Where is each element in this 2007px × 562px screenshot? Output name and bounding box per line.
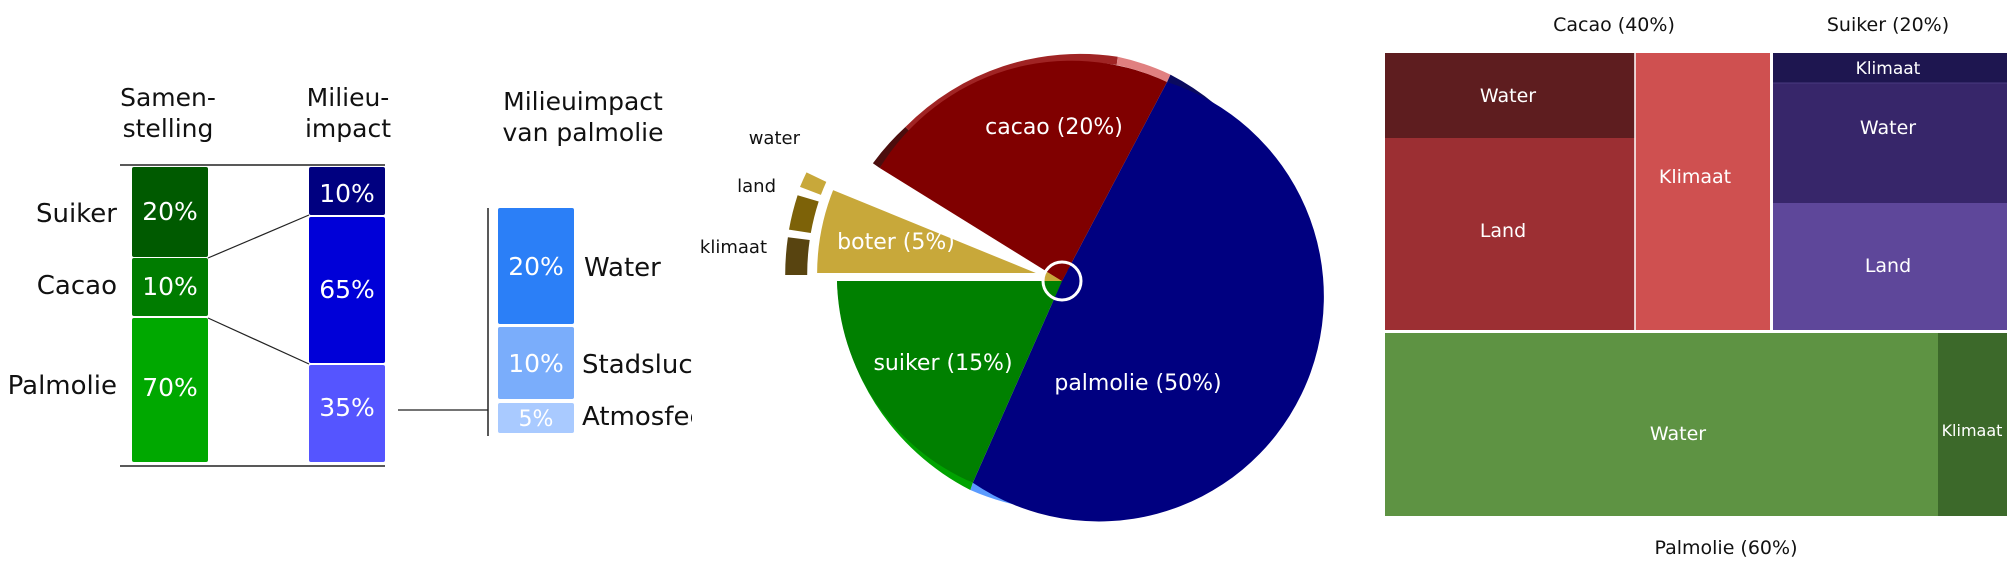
slice-label-suiker: suiker (15%) <box>873 351 1012 376</box>
palm-bar-water <box>498 208 574 324</box>
ring-boter-klimaat <box>785 237 810 275</box>
palm-label-water: Water <box>584 253 661 283</box>
row-label-palmolie: Palmolie <box>8 371 117 401</box>
ring-label-klimaat: klimaat <box>700 237 767 258</box>
treemap-suiker-land <box>1773 203 2007 330</box>
palm-value-water: 20% <box>508 252 564 281</box>
ring-boter-land <box>789 195 819 233</box>
header-impact-line1: Milieu- <box>307 83 390 112</box>
impact-bar-top <box>309 167 385 215</box>
ring-label-water: water <box>749 128 801 149</box>
slice-label-palmolie: palmolie (50%) <box>1054 371 1221 396</box>
treemap-palm-klimaat <box>1938 333 2007 516</box>
treemap-cacao-land-label: Land <box>1480 220 1526 242</box>
impact-value-bottom: 35% <box>319 393 375 422</box>
slice-suiker <box>837 281 1062 483</box>
row-label-suiker: Suiker <box>36 199 117 229</box>
treemap-title-suiker: Suiker (20%) <box>1827 14 1949 36</box>
ring-boter-water <box>800 172 827 195</box>
impact-value-middle: 65% <box>319 275 375 304</box>
header-composition-line1: Samen- <box>120 83 216 112</box>
bar-palmolie <box>132 318 208 462</box>
ring-cacao-segment-3 <box>1116 56 1171 82</box>
treemap-suiker-klimaat-label: Klimaat <box>1856 59 1921 79</box>
header-palm-impact-line1: Milieuimpact <box>503 87 663 116</box>
treemap-panel: Cacao (40%) Suiker (20%) Palmolie (60%) … <box>1385 14 2007 559</box>
palm-label-atmosfeer: Atmosfee <box>582 402 705 432</box>
header-impact-line2: impact <box>305 114 391 143</box>
impact-value-top: 10% <box>319 179 375 208</box>
pie-panel: water land klimaat cacao (20%) boter (5%… <box>700 53 1324 522</box>
treemap-suiker-klimaat <box>1773 53 2007 83</box>
header-composition-line2: stelling <box>123 114 214 143</box>
treemap-palm-water-label: Water <box>1650 423 1706 445</box>
palm-value-stadslucht: 10% <box>508 349 564 378</box>
palm-bar-stadslucht <box>498 327 574 399</box>
center-wedge-suiker <box>1043 281 1062 299</box>
treemap-palm-water <box>1385 333 1938 516</box>
center-ring <box>1041 260 1083 302</box>
center-wedge-cacao <box>1045 262 1071 281</box>
slice-label-boter: boter (5%) <box>837 230 955 255</box>
treemap-cacao-klimaat-label: Klimaat <box>1659 166 1731 188</box>
treemap-palm-klimaat-label: Klimaat <box>1942 421 2003 440</box>
bar-cacao-value: 10% <box>142 272 198 301</box>
palm-bar-atmosfeer <box>498 403 574 433</box>
slice-palmolie <box>972 82 1324 522</box>
palm-value-atmosfeer: 5% <box>519 407 554 432</box>
treemap-title-palmolie: Palmolie (60%) <box>1654 537 1797 559</box>
treemap-suiker-land-label: Land <box>1865 255 1911 277</box>
bar-suiker-value: 20% <box>142 197 198 226</box>
pie-center <box>1041 260 1083 302</box>
treemap-suiker-water <box>1773 83 2007 203</box>
impact-bar-middle <box>309 217 385 363</box>
bar-palmolie-value: 70% <box>142 373 198 402</box>
slice-label-cacao: cacao (20%) <box>985 115 1123 140</box>
treemap-suiker-water-label: Water <box>1860 117 1916 139</box>
palm-label-stadslucht: Stadsluc <box>582 350 693 380</box>
ring-label-land: land <box>737 176 776 197</box>
treemap-title-cacao: Cacao (40%) <box>1553 14 1675 36</box>
slice-boter <box>813 184 1047 277</box>
center-wedge-boter <box>1043 271 1062 281</box>
treemap-cacao-water <box>1385 53 1635 138</box>
impact-bar-bottom <box>309 365 385 462</box>
bar-cacao <box>132 258 208 316</box>
bar-suiker <box>132 167 208 257</box>
slice-cacao <box>879 60 1167 281</box>
header-palm-impact-line2: van palmolie <box>503 118 664 147</box>
ring-cacao-segment-1 <box>872 127 912 168</box>
treemap-cacao-water-label: Water <box>1480 85 1536 107</box>
connector-lower <box>207 317 310 365</box>
row-label-cacao: Cacao <box>37 271 117 301</box>
treemap-cacao-klimaat <box>1635 53 1770 330</box>
treemap-cacao-land <box>1385 138 1635 330</box>
composition-panel: Samen- stelling Milieu- impact Milieuimp… <box>8 83 705 467</box>
connector-upper <box>207 214 310 259</box>
